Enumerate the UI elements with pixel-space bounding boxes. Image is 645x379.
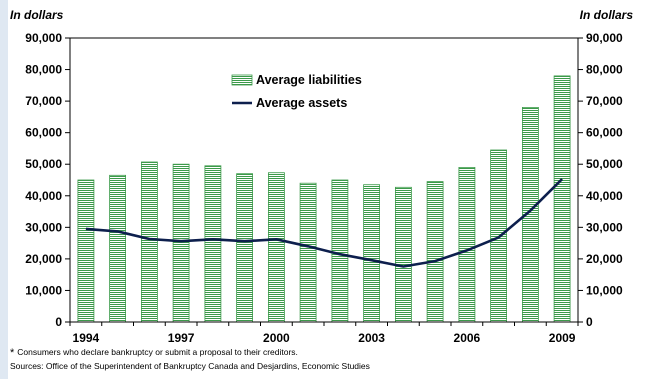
y-tick-label-left: 40,000 xyxy=(25,189,62,203)
left-axis-unit-label: In dollars xyxy=(10,8,64,22)
y-tick-label-right: 20,000 xyxy=(586,252,623,266)
sources-note: Sources: Office of the Superintendent of… xyxy=(10,361,370,371)
liabilities-bar-2003 xyxy=(363,184,381,323)
y-tick-label-right: 70,000 xyxy=(586,94,623,108)
y-tick-label-right: 10,000 xyxy=(586,283,623,297)
y-tick-label-right: 50,000 xyxy=(586,157,623,171)
legend: Average liabilities Average assets xyxy=(231,73,362,110)
y-tick-label-left: 70,000 xyxy=(25,94,62,108)
x-tick-label: 1997 xyxy=(168,331,195,345)
y-tick-label-right: 40,000 xyxy=(586,189,623,203)
left-accent-strip xyxy=(0,0,8,379)
liabilities-bar-2005 xyxy=(426,181,444,323)
liabilities-bar-2006 xyxy=(458,166,476,323)
liabilities-bar-2002 xyxy=(331,179,349,323)
y-tick-label-left: 50,000 xyxy=(25,157,62,171)
liabilities-bar-1999 xyxy=(236,173,254,323)
x-tick-label: 2000 xyxy=(263,331,290,345)
y-tick-label-right: 0 xyxy=(586,315,593,329)
y-tick-label-left: 80,000 xyxy=(25,63,62,77)
right-axis-unit-label: In dollars xyxy=(579,8,633,22)
y-tick-label-left: 10,000 xyxy=(25,283,62,297)
bars-layer xyxy=(77,75,571,323)
liabilities-bar-2001 xyxy=(299,182,317,323)
liabilities-bar-1998 xyxy=(204,165,222,323)
y-tick-label-left: 0 xyxy=(55,315,62,329)
liabilities-bar-1997 xyxy=(172,163,190,323)
liabilities-bar-2000 xyxy=(267,172,285,323)
y-tick-label-right: 60,000 xyxy=(586,126,623,140)
y-tick-label-right: 80,000 xyxy=(586,63,623,77)
x-tick-label: 2003 xyxy=(358,331,385,345)
liabilities-bar-1996 xyxy=(140,161,158,323)
axis-layer: 0 0 10,000 10,000 20,000 20,000 30,000 30,000 40… xyxy=(25,31,623,345)
x-tick-label: 1994 xyxy=(73,331,100,345)
footnote-marker: * xyxy=(10,347,15,359)
y-tick-label-right: 90,000 xyxy=(586,31,623,45)
liabilities-bar-1995 xyxy=(109,174,126,323)
legend-label-assets: Average assets xyxy=(256,96,347,110)
x-tick-label: 2006 xyxy=(454,331,481,345)
line-layer xyxy=(85,178,564,268)
legend-swatch-liabilities xyxy=(231,74,253,86)
assets-line xyxy=(85,178,564,268)
legend-label-liabilities: Average liabilities xyxy=(256,73,362,87)
y-tick-label-right: 30,000 xyxy=(586,220,623,234)
liabilities-bar-1994 xyxy=(77,179,95,323)
footnote-text: Consumers who declare bankruptcy or subm… xyxy=(17,347,298,357)
y-tick-label-left: 90,000 xyxy=(25,31,62,45)
liabilities-bar-2004 xyxy=(394,186,412,323)
y-tick-label-left: 30,000 xyxy=(25,220,62,234)
x-tick-label: 2009 xyxy=(549,331,576,345)
y-tick-label-left: 60,000 xyxy=(25,126,62,140)
liabilities-bar-2009 xyxy=(553,75,571,323)
y-tick-label-left: 20,000 xyxy=(25,252,62,266)
footnote: * Consumers who declare bankruptcy or sub… xyxy=(10,347,298,359)
